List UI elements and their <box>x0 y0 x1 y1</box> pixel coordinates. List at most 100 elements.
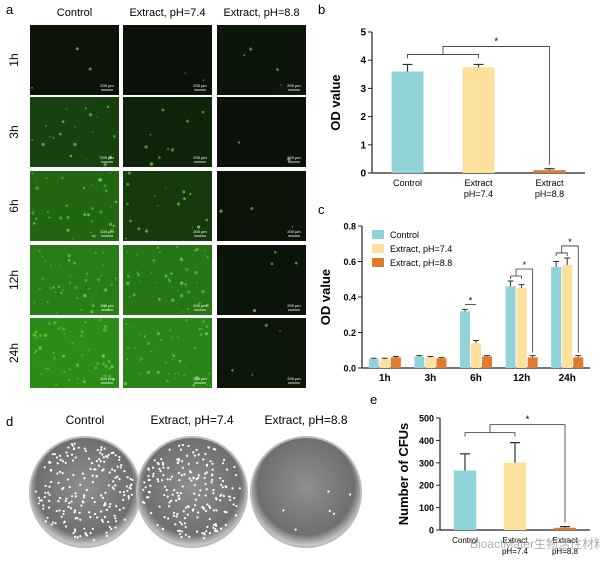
fluorescent-spot <box>96 116 98 118</box>
colony <box>70 500 73 503</box>
colony <box>116 465 119 468</box>
scale-bar-label: 200 μm <box>100 229 114 234</box>
fluorescent-spot <box>33 334 37 337</box>
colony <box>94 468 97 471</box>
colony <box>161 479 164 482</box>
micrograph <box>123 25 212 95</box>
fluorescent-spot <box>31 138 34 141</box>
fluorescent-spot <box>112 134 116 138</box>
fluorescent-spot <box>132 327 134 329</box>
significance-bracket <box>555 245 579 353</box>
fluorescent-spot <box>50 264 52 266</box>
fluorescent-spot <box>114 200 118 204</box>
colony <box>161 527 165 531</box>
legend-swatch <box>372 258 384 267</box>
colony <box>101 453 104 456</box>
colony <box>62 512 65 516</box>
colony <box>193 454 196 457</box>
fluorescent-spot <box>73 142 77 147</box>
legend-swatch <box>372 230 384 239</box>
y-tick-label: 0.6 <box>343 257 356 267</box>
colony <box>158 505 161 508</box>
colony <box>194 504 197 507</box>
colony <box>168 501 171 504</box>
colony <box>48 499 51 502</box>
colony <box>111 468 114 471</box>
error-bar <box>518 284 525 289</box>
bar <box>379 359 390 368</box>
error-bar <box>510 442 520 463</box>
colony <box>192 508 195 511</box>
fluorescent-spot <box>61 120 65 124</box>
fluorescent-spot <box>38 249 41 253</box>
colony <box>44 520 47 523</box>
colony <box>196 516 199 519</box>
fluorescent-spot <box>59 216 63 220</box>
fluorescent-spot <box>38 346 42 350</box>
scale-bar-label: 200 μm <box>100 155 114 160</box>
colony <box>215 498 218 501</box>
colony <box>147 478 150 482</box>
fluorescent-spot <box>106 105 110 108</box>
colony <box>181 443 184 447</box>
bar <box>414 356 425 368</box>
fluorescent-spot <box>43 333 48 337</box>
y-axis-label: OD value <box>318 269 333 325</box>
colony <box>152 472 155 475</box>
colony <box>54 522 57 525</box>
scale-bar-label: 200 μm <box>193 83 207 88</box>
colony <box>151 466 155 469</box>
fluorescent-spot <box>193 346 196 349</box>
colony <box>73 511 76 514</box>
colony <box>91 496 94 500</box>
colony <box>71 444 75 447</box>
error-bar <box>460 453 470 471</box>
colony <box>95 460 98 463</box>
x-tick-label: 12h <box>513 373 530 384</box>
fluorescent-spot <box>88 67 92 71</box>
colony <box>231 487 234 490</box>
fluorescent-spot <box>181 259 184 261</box>
x-tick-label: 6h <box>470 373 482 384</box>
fluorescent-spot <box>140 281 142 283</box>
colony <box>328 509 331 513</box>
error-bar <box>438 356 445 359</box>
colony <box>81 472 85 475</box>
colony <box>69 507 73 510</box>
colony <box>229 499 232 502</box>
fluorescent-spot <box>144 145 148 149</box>
colony <box>233 496 236 500</box>
fluorescent-spot <box>193 249 196 252</box>
fluorescent-spot <box>250 207 254 211</box>
colony <box>179 521 182 524</box>
colony <box>142 488 145 491</box>
fluorescent-spot <box>102 264 105 267</box>
legend-swatch <box>372 244 384 253</box>
fluorescent-spot <box>67 378 71 382</box>
fluorescent-spot <box>198 328 201 331</box>
colony <box>176 491 179 494</box>
fluorescent-spot <box>65 204 68 207</box>
fluorescent-spot <box>108 155 113 160</box>
colony <box>73 530 77 533</box>
colony <box>196 461 199 465</box>
fluorescent-spot <box>35 186 39 190</box>
fluorescent-spot <box>183 366 186 368</box>
error-bar <box>507 280 514 287</box>
colony <box>53 453 56 456</box>
colony <box>170 475 174 478</box>
fluorescent-spot <box>67 253 71 258</box>
colony <box>73 528 77 531</box>
fluorescent-spot <box>165 379 169 383</box>
colony <box>166 495 169 498</box>
fluorescent-spot <box>90 220 94 223</box>
fluorescent-spot <box>129 219 132 223</box>
fluorescent-spot <box>48 216 51 219</box>
bar <box>562 265 573 368</box>
colony <box>42 507 45 510</box>
bar <box>391 71 424 173</box>
scale-bar-label: 200 μm <box>193 229 207 234</box>
fluorescent-spot <box>112 224 116 228</box>
micrograph <box>123 245 212 315</box>
colony <box>114 517 117 520</box>
